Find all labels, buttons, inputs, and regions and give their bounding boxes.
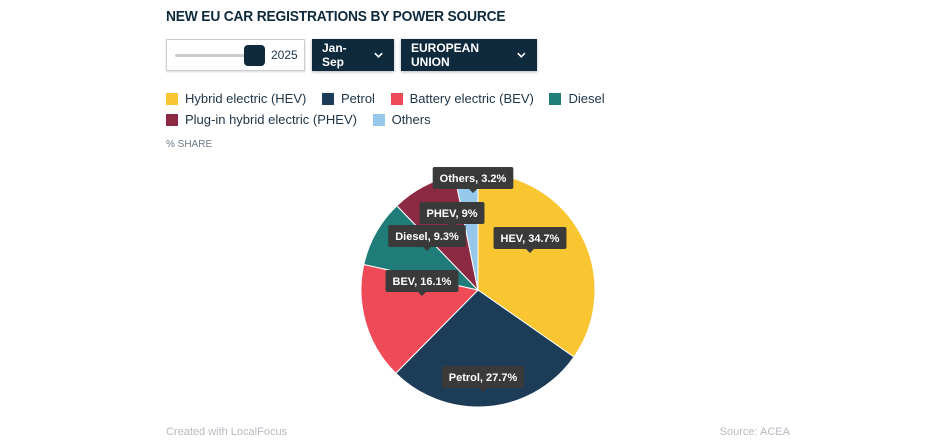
data-label-box: [419, 202, 485, 224]
legend-item-phev[interactable]: Plug-in hybrid electric (PHEV): [166, 109, 357, 130]
legend-item-diesel[interactable]: Diesel: [549, 88, 605, 109]
unit-label: % SHARE: [166, 139, 213, 150]
legend-swatch: [549, 92, 562, 105]
data-label-box: [385, 270, 459, 292]
legend-label: Diesel: [568, 91, 605, 106]
legend-item-petrol[interactable]: Petrol: [321, 88, 375, 109]
legend-swatch: [372, 113, 385, 126]
legend-label: Battery electric (BEV): [409, 91, 534, 106]
legend-label: Others: [391, 112, 431, 127]
data-label-pointer: [469, 189, 477, 193]
period-dropdown[interactable]: Jan-Sep: [312, 39, 394, 71]
data-label-pointer: [479, 388, 487, 392]
legend-item-bev[interactable]: Battery electric (BEV): [390, 88, 534, 109]
chevron-down-icon: [517, 52, 526, 58]
data-label-pointer: [423, 247, 431, 251]
data-label-diesel: Diesel, 9.3%: [388, 225, 466, 251]
legend-swatch: [321, 92, 334, 105]
data-label-box: [493, 227, 567, 249]
legend-swatch: [166, 92, 178, 105]
data-label-text: PHEV, 9%: [427, 208, 478, 220]
legend-item-others[interactable]: Others: [372, 109, 431, 130]
source-label: Source: ACEA: [719, 426, 790, 438]
data-label-petrol: Petrol, 27.7%: [441, 366, 525, 392]
chart-legend: Hybrid electric (HEV) Petrol Battery ele…: [166, 88, 806, 130]
legend-label: Hybrid electric (HEV): [185, 91, 307, 106]
chart-title: NEW EU CAR REGISTRATIONS BY POWER SOURCE: [166, 8, 506, 25]
data-label-box: [388, 225, 466, 247]
data-label-phev: PHEV, 9%: [419, 202, 485, 228]
data-label-text: BEV, 16.1%: [393, 276, 452, 288]
pie-slice-petrol[interactable]: [395, 289, 575, 408]
legend-swatch: [390, 92, 403, 105]
chevron-down-icon: [374, 52, 383, 59]
region-dropdown[interactable]: EUROPEAN UNION: [401, 39, 537, 71]
data-label-text: Others, 3.2%: [440, 173, 507, 185]
data-label-text: HEV, 34.7%: [501, 233, 560, 245]
data-label-hev: HEV, 34.7%: [493, 227, 567, 253]
data-label-box: [441, 366, 525, 388]
data-label-others: Others, 3.2%: [432, 167, 514, 193]
year-slider-track[interactable]: [175, 54, 255, 57]
data-label-text: Diesel, 9.3%: [395, 231, 459, 243]
legend-item-hev[interactable]: Hybrid electric (HEV): [166, 88, 306, 109]
period-dropdown-label: Jan-Sep: [322, 41, 347, 69]
year-slider-handle[interactable]: [244, 45, 265, 66]
data-label-box: [432, 167, 514, 189]
year-slider[interactable]: 2025: [166, 39, 305, 71]
data-label-pointer: [448, 224, 456, 228]
data-label-pointer: [418, 292, 426, 296]
legend-swatch: [166, 113, 178, 126]
year-value: 2025: [271, 48, 298, 62]
legend-label: Petrol: [340, 91, 375, 106]
credit-link[interactable]: Created with LocalFocus: [166, 426, 288, 438]
data-label-pointer: [526, 249, 534, 253]
legend-label: Plug-in hybrid electric (PHEV): [185, 112, 357, 127]
region-dropdown-label: EUROPEAN UNION: [411, 41, 480, 69]
data-label-text: Petrol, 27.7%: [449, 372, 518, 384]
controls-bar: 2025 Jan-Sep EUROPEAN UNION: [166, 39, 537, 71]
data-label-bev: BEV, 16.1%: [385, 270, 459, 296]
